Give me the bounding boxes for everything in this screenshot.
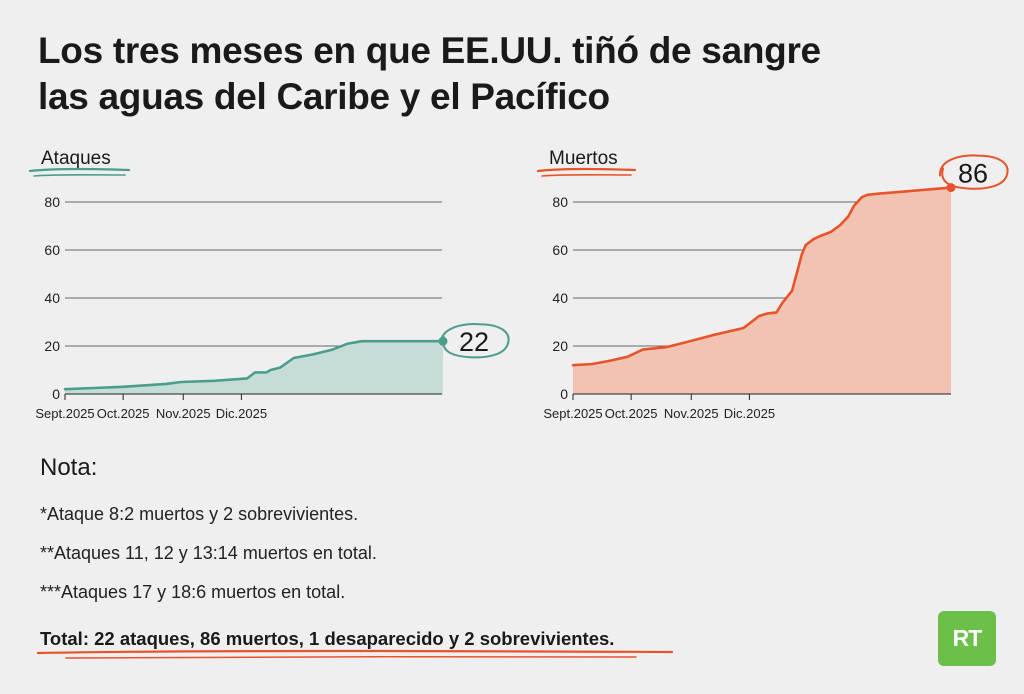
- x-tick-label: Nov.2025: [664, 406, 719, 421]
- nota-heading: Nota:: [40, 454, 98, 481]
- x-tick-label: Nov.2025: [156, 406, 211, 421]
- callout-circle: [439, 323, 510, 359]
- attacks-chart: Ataques 0 20 40 60 80 Sept.2025 Oct.2025 Nov.202…: [28, 148, 510, 421]
- y-tick-label: 40: [44, 290, 60, 306]
- y-tick-label: 0: [52, 386, 60, 402]
- y-tick-label: 80: [44, 194, 60, 210]
- final-value-label: 22: [459, 327, 489, 357]
- y-tick-label: 20: [552, 338, 568, 354]
- final-value-label: 86: [958, 159, 988, 189]
- chart-title: Los tres meses en que EE.UU. tiñó de san…: [38, 28, 938, 120]
- y-tick-label: 40: [552, 290, 568, 306]
- total-summary: Total: 22 ataques, 86 muertos, 1 desapar…: [40, 628, 615, 649]
- x-tick-label: Dic.2025: [216, 406, 267, 421]
- chart-subtitle: Muertos: [549, 148, 618, 169]
- total-underline: [36, 649, 674, 659]
- title-underline: [33, 173, 126, 177]
- series-line: [63, 339, 445, 391]
- series-line: [571, 186, 953, 367]
- y-tick-label: 60: [552, 242, 568, 258]
- y-tick-label: 80: [552, 194, 568, 210]
- series-area: [65, 341, 443, 394]
- deaths-chart: Muertos 0 20 40 60 80 Sept.2025 Oct.2025 Nov.202…: [536, 148, 1009, 421]
- x-tick-label: Sept.2025: [543, 406, 602, 421]
- series-area: [573, 187, 951, 394]
- callout-circle: [938, 154, 1009, 190]
- title-underline: [28, 167, 131, 173]
- y-tick-label: 20: [44, 338, 60, 354]
- x-tick-label: Oct.2025: [97, 406, 150, 421]
- y-tick-label: 0: [560, 386, 568, 402]
- title-underline: [536, 167, 637, 173]
- x-tick-label: Dic.2025: [724, 406, 775, 421]
- x-tick-label: Oct.2025: [605, 406, 658, 421]
- note-item: ***Ataques 17 y 18:6 muertos en total.: [40, 582, 346, 602]
- note-item: *Ataque 8:2 muertos y 2 sobrevivientes.: [40, 504, 359, 524]
- title-line-1: Los tres meses en que EE.UU. tiñó de san…: [38, 30, 821, 71]
- y-tick-label: 60: [44, 242, 60, 258]
- title-line-2: las aguas del Caribe y el Pacífico: [38, 76, 610, 117]
- chart-subtitle: Ataques: [41, 148, 111, 169]
- note-item: **Ataques 11, 12 y 13:14 muertos en tota…: [40, 543, 377, 563]
- x-tick-label: Sept.2025: [35, 406, 94, 421]
- title-underline: [541, 173, 632, 177]
- rt-logo: RT: [938, 611, 996, 666]
